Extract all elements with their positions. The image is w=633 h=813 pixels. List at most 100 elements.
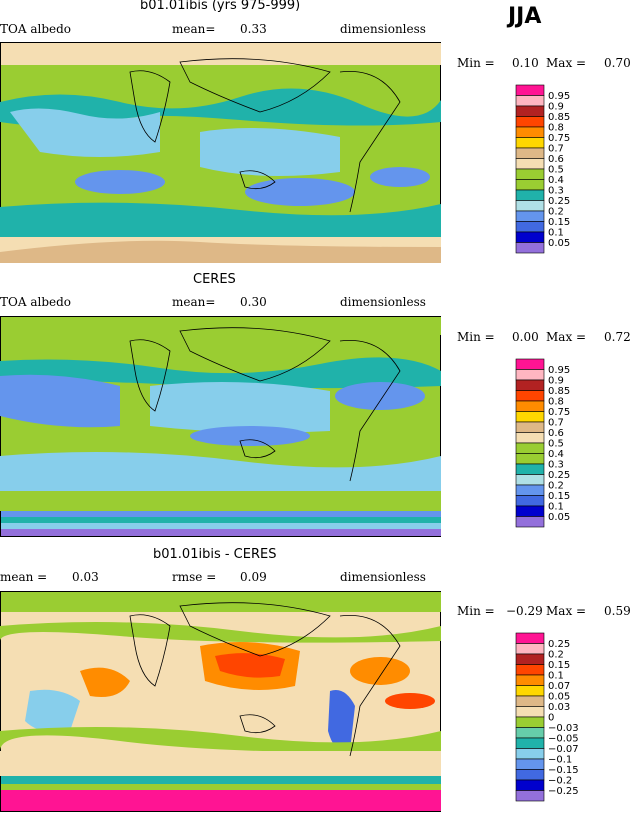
legend-tick-label: 0.15 bbox=[548, 491, 570, 502]
legend-swatch bbox=[515, 779, 545, 791]
panel1-arctic-band bbox=[1, 43, 441, 65]
panel1-low-region-3 bbox=[370, 167, 430, 187]
panel3-negative-region-1 bbox=[25, 689, 80, 733]
legend-swatch bbox=[515, 432, 545, 444]
legend-tick-label: −0.03 bbox=[548, 723, 579, 734]
panel3-min-value: −0.29 bbox=[506, 604, 543, 618]
panel3-positive-region-5 bbox=[385, 693, 435, 709]
panel3-band-a bbox=[1, 776, 441, 784]
legend-swatch bbox=[515, 358, 545, 370]
legend-swatch bbox=[515, 179, 545, 191]
panel3-units: dimensionless bbox=[340, 570, 426, 584]
panel2-low-region-2 bbox=[335, 382, 425, 410]
legend-swatch bbox=[515, 505, 545, 517]
panel1-min-value: 0.10 bbox=[512, 56, 539, 70]
panel3-coastline-africa bbox=[129, 614, 171, 687]
legend-swatch bbox=[515, 674, 545, 686]
legend-swatch bbox=[515, 95, 545, 107]
panel1-mean-label: mean= bbox=[172, 22, 216, 36]
legend-tick-label: 0.15 bbox=[548, 660, 570, 671]
legend-tick-label: 0.3 bbox=[548, 186, 564, 197]
panel2-title: CERES bbox=[193, 272, 236, 287]
panel2-southern-green bbox=[0, 491, 441, 511]
panel2-max-label: Max = bbox=[546, 330, 587, 344]
panel3-min-label: Min = bbox=[457, 604, 495, 618]
panel1-coastline-asia bbox=[179, 58, 331, 113]
legend-tick-label: 0.95 bbox=[548, 365, 570, 376]
legend-swatch bbox=[515, 643, 545, 655]
legend-swatch bbox=[515, 390, 545, 402]
legend-swatch bbox=[515, 695, 545, 707]
panel3-legend: 0.250.20.150.10.070.050.030−0.03−0.05−0.… bbox=[515, 632, 579, 802]
panel3-positive-region-2 bbox=[215, 653, 285, 678]
panel1-cloud-region-1 bbox=[10, 108, 160, 157]
legend-tick-label: −0.1 bbox=[548, 755, 572, 766]
legend-tick-label: 0.9 bbox=[548, 102, 564, 113]
panel3-max-label: Max = bbox=[546, 604, 587, 618]
legend-tick-label: 0.25 bbox=[548, 470, 570, 481]
legend-swatch bbox=[515, 84, 545, 96]
panel1-coastline-africa bbox=[129, 70, 171, 143]
legend-tick-label: 0.85 bbox=[548, 112, 570, 123]
panel3-mean-value: 0.03 bbox=[72, 570, 99, 584]
panel2-band-a bbox=[1, 511, 441, 517]
legend-swatch bbox=[515, 158, 545, 170]
panel3-negative-region-2 bbox=[328, 690, 355, 752]
legend-tick-label: 0.9 bbox=[548, 376, 564, 387]
panel1-max-value: 0.70 bbox=[604, 56, 631, 70]
panel1-southern-band bbox=[0, 202, 441, 237]
panel2-mean-label: mean= bbox=[172, 295, 216, 309]
legend-tick-label: 0.05 bbox=[548, 692, 570, 703]
panel3-title: b01.01ibis - CERES bbox=[153, 547, 277, 562]
legend-swatch bbox=[515, 221, 545, 233]
legend-tick-label: 0.07 bbox=[548, 681, 570, 692]
panel1-legend: 0.950.90.850.80.750.70.60.50.40.30.250.2… bbox=[515, 84, 570, 254]
panel3-band-b bbox=[1, 784, 441, 790]
legend-tick-label: −0.2 bbox=[548, 776, 572, 787]
panel1-cloud-region-2 bbox=[200, 128, 340, 176]
legend-tick-label: 0.8 bbox=[548, 123, 564, 134]
legend-swatch bbox=[515, 685, 545, 697]
panel1-mean-value: 0.33 bbox=[240, 22, 267, 36]
panel2-legend: 0.950.90.850.80.750.70.60.50.40.30.250.2… bbox=[515, 358, 570, 528]
legend-swatch bbox=[515, 706, 545, 718]
legend-tick-label: 0.4 bbox=[548, 449, 564, 460]
legend-swatch bbox=[515, 369, 545, 381]
panel3-south-green bbox=[0, 727, 441, 753]
panel1-map bbox=[0, 42, 441, 263]
legend-swatch bbox=[515, 516, 545, 528]
legend-tick-label: 0.25 bbox=[548, 196, 570, 207]
legend-tick-label: 0.5 bbox=[548, 439, 564, 450]
legend-tick-label: 0.7 bbox=[548, 144, 564, 155]
legend-swatch bbox=[515, 147, 545, 159]
panel2-coastline-africa bbox=[129, 339, 171, 412]
legend-swatch bbox=[515, 379, 545, 391]
panel3-rmse-value: 0.09 bbox=[240, 570, 267, 584]
legend-tick-label: 0.1 bbox=[548, 228, 564, 239]
panel2-southern-band bbox=[0, 452, 441, 491]
legend-swatch bbox=[515, 495, 545, 507]
legend-tick-label: 0.1 bbox=[548, 502, 564, 513]
legend-tick-label: 0.03 bbox=[548, 702, 570, 713]
legend-tick-label: 0 bbox=[548, 713, 554, 724]
panel1-max-label: Max = bbox=[546, 56, 587, 70]
legend-swatch bbox=[515, 189, 545, 201]
panel2-coastline-australia bbox=[239, 439, 276, 459]
legend-tick-label: 0.85 bbox=[548, 386, 570, 397]
legend-swatch bbox=[515, 653, 545, 665]
panel3-map bbox=[0, 591, 441, 812]
panel2-low-region-1 bbox=[0, 374, 120, 428]
panel3-rmse-label: rmse = bbox=[172, 570, 217, 584]
panel2-min-label: Min = bbox=[457, 330, 495, 344]
panel1-variable-label: TOA albedo bbox=[0, 22, 72, 36]
panel1-title: b01.01ibis (yrs 975-999) bbox=[140, 0, 301, 13]
panel3-mean-label: mean = bbox=[0, 570, 48, 584]
legend-tick-label: 0.2 bbox=[548, 481, 564, 492]
legend-swatch bbox=[515, 116, 545, 128]
legend-tick-label: 0.1 bbox=[548, 671, 564, 682]
legend-tick-label: −0.07 bbox=[548, 744, 579, 755]
panel2-min-value: 0.00 bbox=[512, 330, 539, 344]
legend-swatch bbox=[515, 790, 545, 802]
panel2-band-d bbox=[1, 529, 441, 536]
panel1-low-region-2 bbox=[245, 178, 355, 206]
